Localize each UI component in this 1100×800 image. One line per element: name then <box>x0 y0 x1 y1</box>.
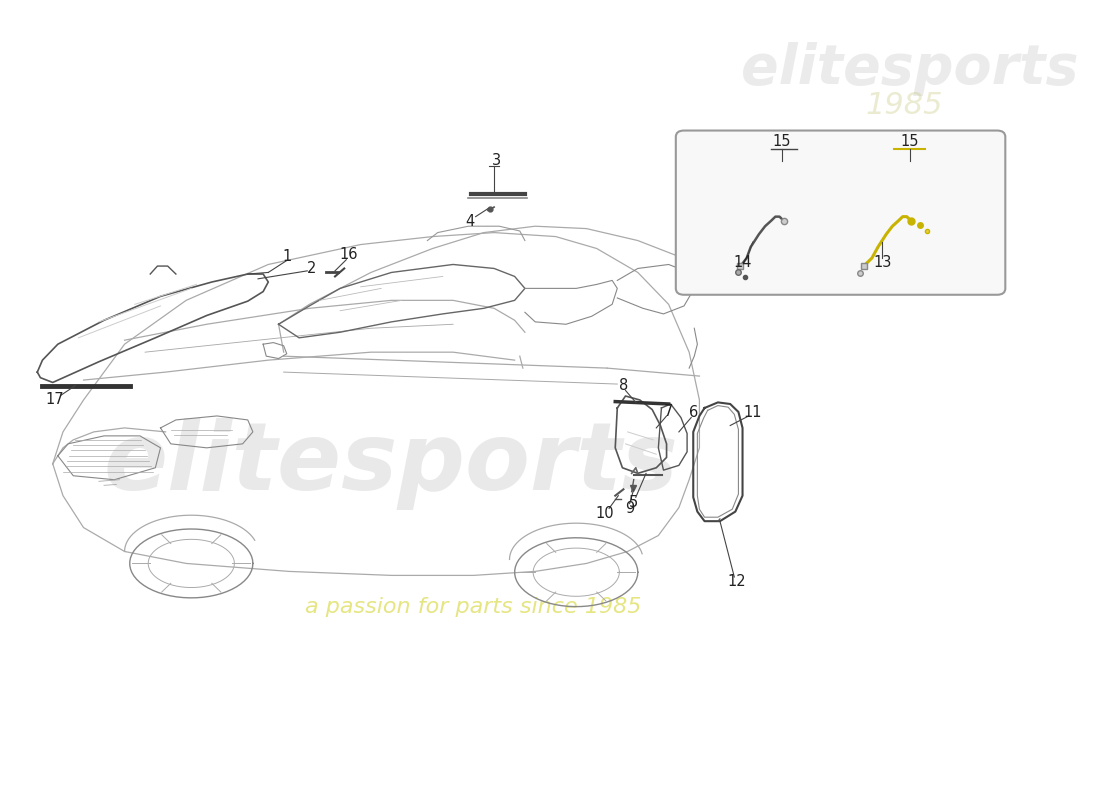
Text: 16: 16 <box>339 247 358 262</box>
Text: 14: 14 <box>734 255 751 270</box>
Text: 8: 8 <box>619 378 628 393</box>
Text: 6: 6 <box>689 406 697 420</box>
Text: 15: 15 <box>901 134 920 149</box>
Text: 17: 17 <box>45 393 64 407</box>
Text: 10: 10 <box>596 506 614 521</box>
Text: 5: 5 <box>629 494 638 510</box>
Text: 4: 4 <box>465 214 474 229</box>
Text: 3: 3 <box>492 154 500 168</box>
Text: elitesports: elitesports <box>741 42 1079 96</box>
Text: 15: 15 <box>772 134 791 149</box>
Text: 13: 13 <box>873 255 891 270</box>
Text: 1985: 1985 <box>866 90 944 119</box>
Text: 12: 12 <box>727 574 746 590</box>
Text: elitesports: elitesports <box>104 418 679 510</box>
FancyBboxPatch shape <box>675 130 1005 294</box>
Text: 11: 11 <box>744 406 762 420</box>
Text: 2: 2 <box>307 261 316 276</box>
Text: a passion for parts since 1985: a passion for parts since 1985 <box>306 598 641 618</box>
Text: 1: 1 <box>282 249 292 264</box>
Text: 7: 7 <box>664 404 673 418</box>
Text: 9: 9 <box>625 501 635 516</box>
